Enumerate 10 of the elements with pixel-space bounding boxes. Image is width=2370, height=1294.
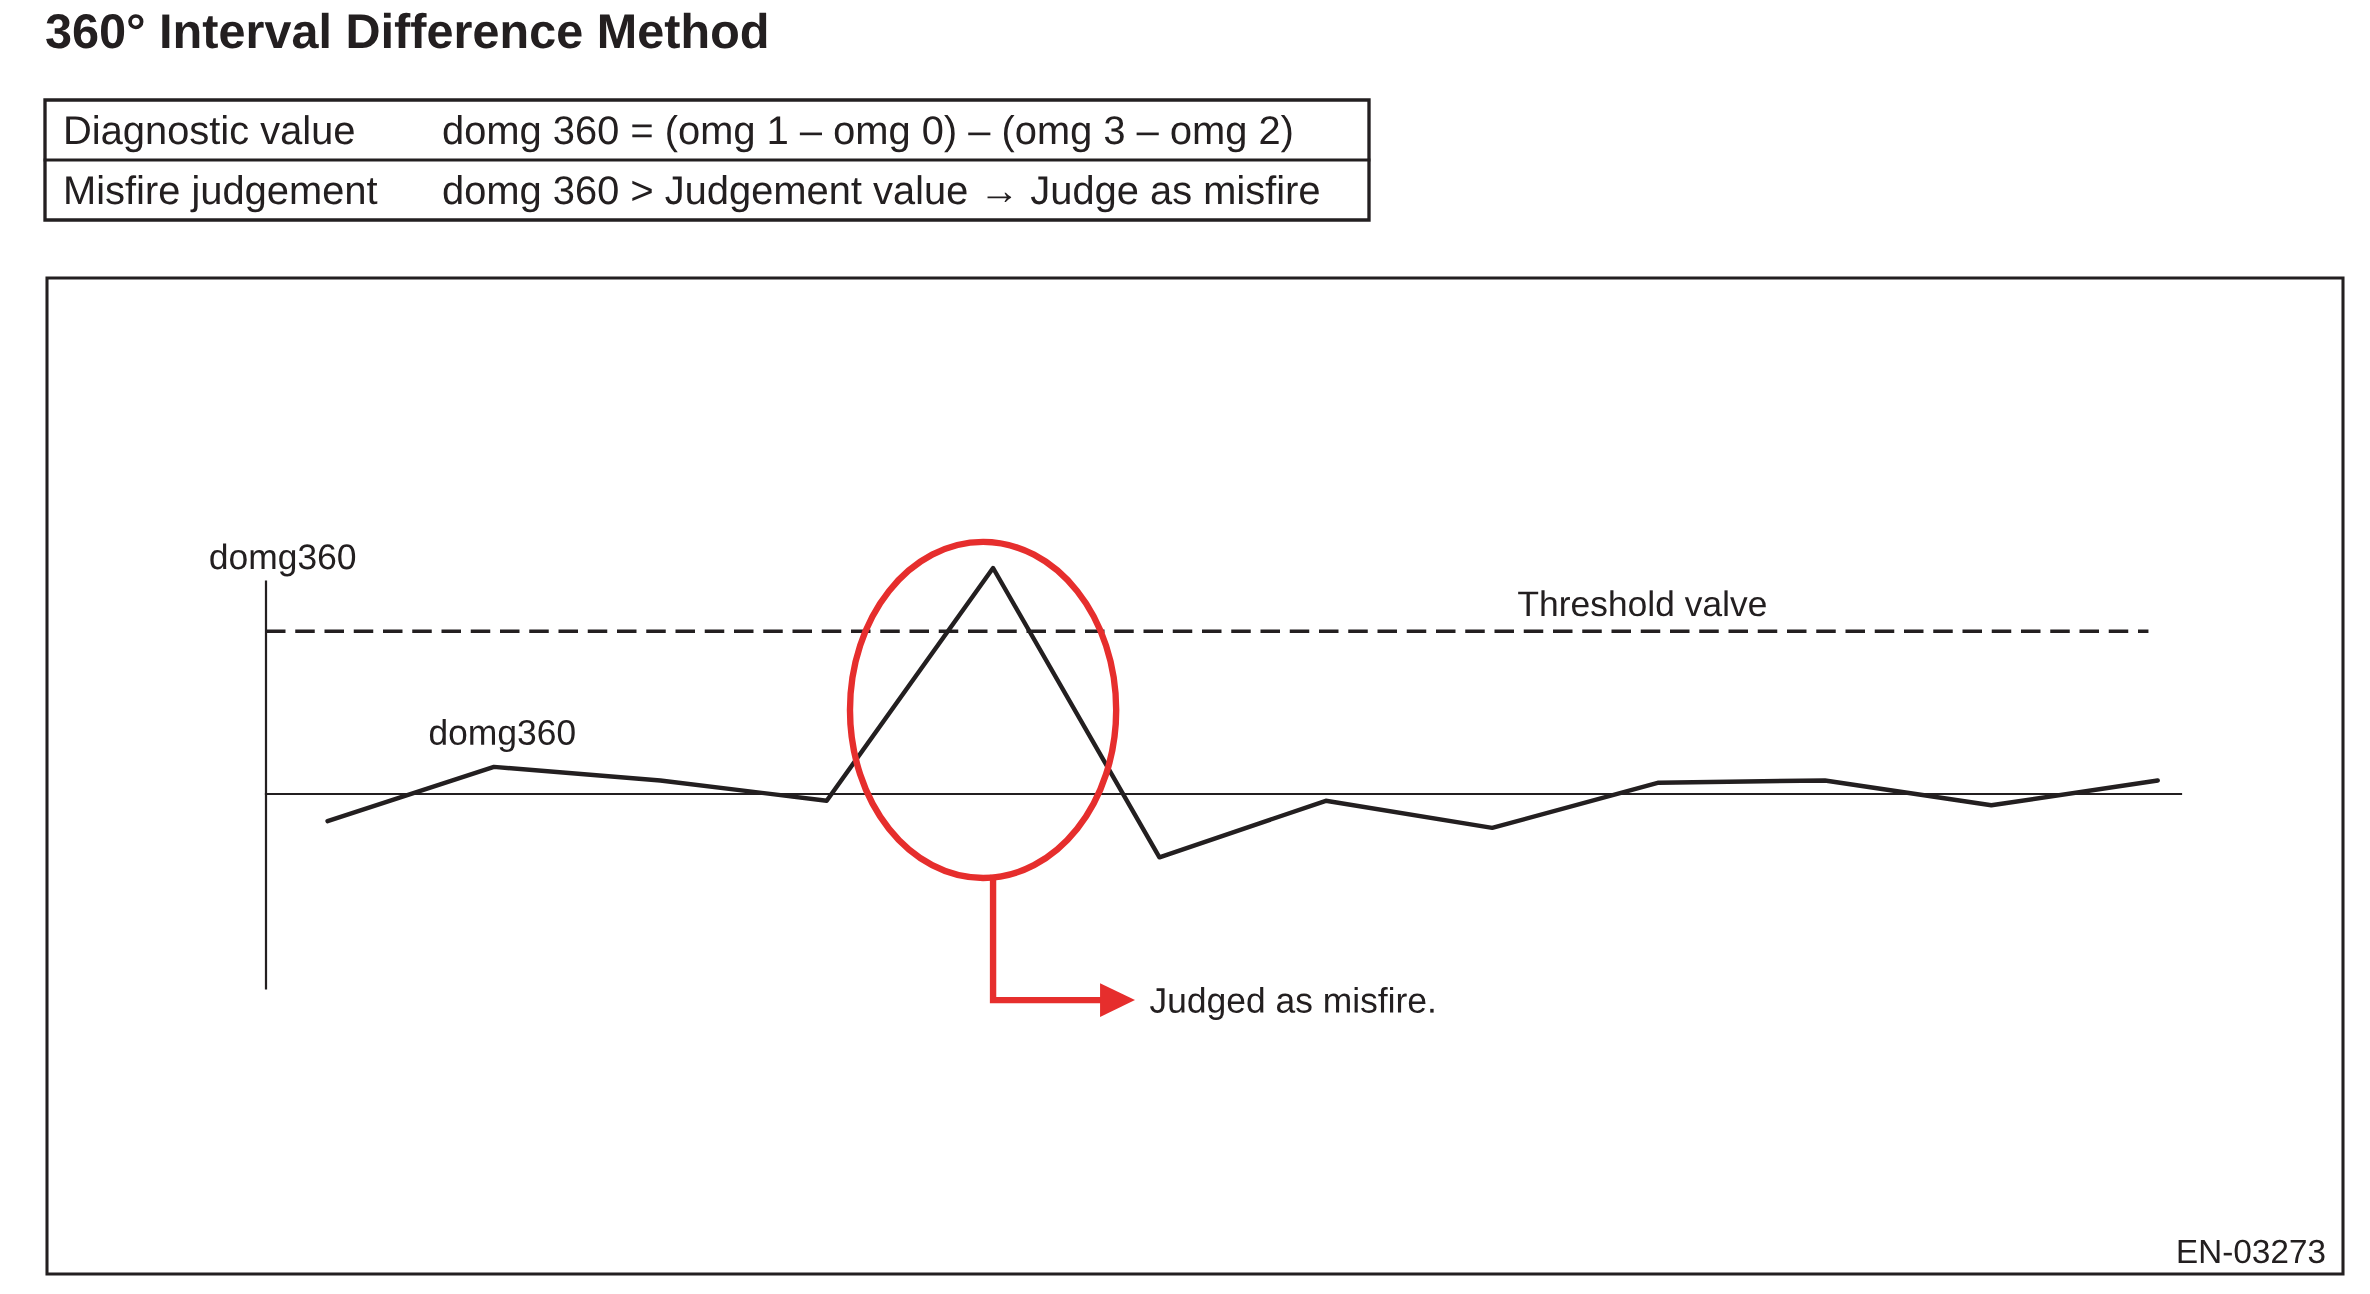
y-axis-title: domg360 xyxy=(210,543,356,577)
text: domg 360 = (omg 1 – omg 0) – (omg 3 – omg 2) xyxy=(443,115,1292,153)
text: Judged as misfire. xyxy=(1150,986,1434,1020)
chart-title: 360° Interval Difference Method xyxy=(46,12,767,49)
series-label: domg360 xyxy=(429,718,575,753)
text: domg 360 > Judgement value → Judge as misfire xyxy=(443,175,1319,213)
text: Misfire judgement xyxy=(66,175,378,213)
text: Diagnostic value xyxy=(66,115,354,153)
text: EN-03273 xyxy=(2178,1239,2325,1264)
ref-line-label: Threshold valve xyxy=(1518,590,1766,617)
